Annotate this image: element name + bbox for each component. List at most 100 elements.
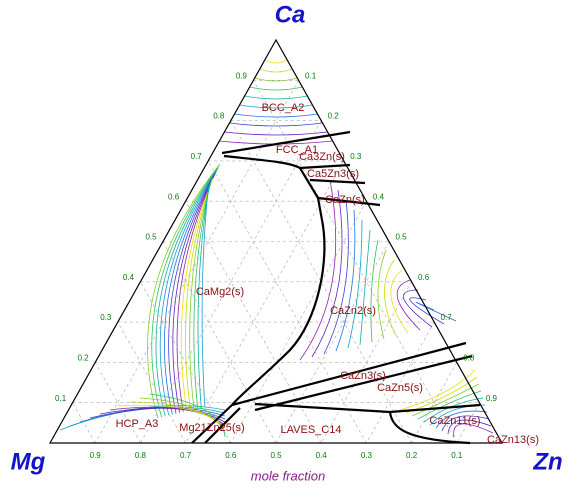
contour	[347, 219, 363, 349]
grid-line	[140, 120, 322, 444]
contour	[147, 163, 221, 419]
contour	[151, 165, 220, 418]
contour	[447, 419, 492, 435]
contour	[189, 181, 212, 410]
phase-label: HCP_A3	[116, 418, 159, 430]
contour	[168, 172, 216, 414]
contour	[176, 176, 215, 412]
contour	[441, 415, 490, 432]
contour	[409, 297, 445, 325]
phase-label: LAVES_C14	[281, 424, 342, 436]
contour	[159, 169, 218, 416]
boundary	[254, 402, 481, 414]
phase-label: CaZn3(s)	[340, 370, 386, 382]
phase-label: FCC_A1	[276, 144, 318, 156]
phase-label: Ca5Zn3(s)	[307, 168, 359, 180]
contours	[59, 59, 494, 438]
phase-boundaries	[191, 130, 481, 445]
grid-line	[456, 402, 480, 444]
tick-label: 0.3	[100, 313, 112, 322]
contour	[403, 289, 433, 328]
tick-label: 0.4	[123, 273, 135, 282]
vertex-label: Zn	[532, 448, 562, 475]
contour	[411, 383, 480, 417]
contour	[164, 170, 217, 415]
boundary	[299, 163, 381, 207]
tick-label: 0.7	[180, 451, 192, 460]
tick-label: 0.8	[463, 354, 475, 363]
vertex-label: Ca	[275, 1, 306, 28]
contour	[229, 122, 323, 127]
contour	[259, 68, 293, 73]
contour	[172, 174, 215, 413]
contour	[384, 259, 397, 337]
tick-label: 0.4	[316, 451, 328, 460]
phase-label: Ca3Zn(s)	[299, 151, 345, 163]
boundary	[231, 341, 467, 407]
tick-label: 0.3	[350, 152, 362, 161]
tick-label: 0.7	[441, 313, 453, 322]
phase-label: CaZn11(s)	[429, 415, 480, 427]
tick-label: 0.4	[373, 192, 385, 201]
phase-label: CaZn13(s)	[487, 434, 539, 446]
contour	[254, 77, 298, 82]
contour	[244, 95, 308, 100]
grid-line	[320, 281, 412, 444]
contour	[370, 239, 379, 343]
contour	[335, 209, 356, 352]
contour	[453, 423, 494, 438]
phase-label: CaZn5(s)	[377, 382, 423, 394]
phase-label: BCC_A2	[262, 102, 305, 114]
tick-label: 0.1	[305, 71, 317, 80]
contour	[180, 178, 214, 411]
grid-line	[94, 80, 299, 444]
tick-label: 0.3	[361, 451, 373, 460]
tick-label: 0.2	[406, 451, 418, 460]
vertex-label: Mg	[11, 448, 46, 475]
boundary	[191, 404, 241, 444]
phase-label: CaMg2(s)	[196, 286, 244, 298]
tick-label: 0.2	[328, 112, 340, 121]
phase-label: CaZn(s)	[325, 194, 365, 206]
tick-label: 0.5	[395, 233, 407, 242]
boundary	[254, 354, 473, 412]
boundary	[221, 130, 351, 155]
boundary	[388, 411, 471, 445]
tick-label: 0.6	[418, 273, 430, 282]
tick-label: 0.5	[270, 451, 282, 460]
tick-label: 0.1	[55, 394, 67, 403]
contour	[139, 397, 226, 435]
contour	[377, 249, 387, 340]
contour	[399, 369, 476, 411]
tick-label: 0.2	[78, 354, 90, 363]
contour	[234, 113, 318, 118]
contour	[323, 199, 349, 355]
phase-label: CaZn2(s)	[330, 305, 376, 317]
contour	[299, 179, 337, 361]
grid-line	[72, 402, 96, 444]
boundary	[231, 219, 326, 406]
contour	[359, 229, 371, 346]
axis-label: mole fraction	[251, 468, 325, 483]
contour	[155, 167, 219, 417]
grid-line	[185, 201, 322, 444]
tick-label: 0.5	[145, 233, 157, 242]
contour	[396, 279, 421, 331]
tick-label: 0.9	[236, 71, 248, 80]
tick-label: 0.9	[90, 451, 102, 460]
grid-line	[117, 321, 186, 444]
tick-label: 0.6	[225, 451, 237, 460]
tick-label: 0.8	[213, 112, 225, 121]
contour	[197, 185, 210, 408]
contour	[239, 104, 313, 109]
grid-line	[185, 160, 345, 444]
phase-label: Mg21Zn25(s)	[179, 422, 244, 434]
grid-line	[275, 241, 390, 444]
contour	[224, 131, 328, 136]
tick-label: 0.7	[191, 152, 203, 161]
grid-line	[253, 80, 458, 444]
boundary	[223, 154, 324, 221]
contour	[435, 410, 488, 429]
triangle-frame	[48, 38, 504, 444]
contour	[264, 59, 288, 64]
